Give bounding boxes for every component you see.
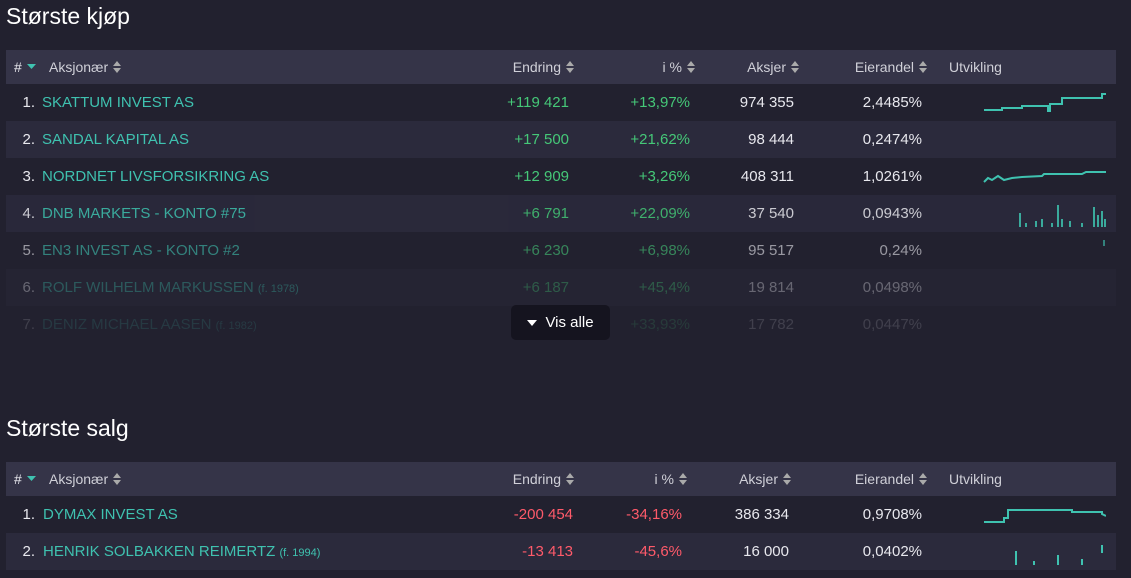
shareholder-link[interactable]: NORDNET LIVSFORSIKRING AS xyxy=(42,168,270,185)
sort-arrows-icon xyxy=(791,61,799,73)
shareholder-link[interactable]: EN3 INVEST AS - KONTO #2 xyxy=(42,242,240,259)
sort-down-icon xyxy=(26,476,36,482)
sort-arrows-icon xyxy=(113,61,122,73)
shareholder-link[interactable]: DNB MARKETS - KONTO #75 xyxy=(42,205,246,222)
trend-sparkline xyxy=(922,496,1116,533)
header-shares[interactable]: Aksjer xyxy=(697,59,801,75)
sales-table: # Aksjonær Endring i % Aksjer Eierandel … xyxy=(6,462,1116,570)
sort-arrows-icon xyxy=(783,473,791,485)
table-row[interactable]: 4. DNB MARKETS - KONTO #75 +6 791 +22,09… xyxy=(6,195,1116,232)
table-row[interactable]: 3. NORDNET LIVSFORSIKRING AS +12 909 +3,… xyxy=(6,158,1116,195)
header-pct[interactable]: i % xyxy=(576,471,689,487)
trend-sparkline xyxy=(922,533,1116,570)
shareholder-link[interactable]: SKATTUM INVEST AS xyxy=(42,94,194,111)
sales-table-header: # Aksjonær Endring i % Aksjer Eierandel … xyxy=(6,462,1116,496)
shareholder-link[interactable]: HENRIK SOLBAKKEN REIMERTZ (f. 1994) xyxy=(43,543,321,560)
trend-sparkline xyxy=(922,195,1116,232)
trend-sparkline xyxy=(922,84,1116,121)
table-row[interactable]: 1. DYMAX INVEST AS -200 454 -34,16% 386 … xyxy=(6,496,1116,533)
trend-sparkline xyxy=(922,121,1116,158)
header-trend: Utvikling xyxy=(949,471,1002,487)
trend-sparkline xyxy=(922,158,1116,195)
header-pct[interactable]: i % xyxy=(576,59,697,75)
sales-title: Største salg xyxy=(6,415,129,441)
sort-arrows-icon xyxy=(687,61,695,73)
sort-arrows-icon xyxy=(566,61,574,73)
sort-arrows-icon xyxy=(113,473,122,485)
buys-title: Største kjøp xyxy=(6,3,130,29)
header-change[interactable]: Endring xyxy=(449,59,576,75)
header-ownership[interactable]: Eierandel xyxy=(801,59,929,75)
header-name[interactable]: Aksjonær xyxy=(49,59,449,75)
caret-down-icon xyxy=(527,319,538,326)
table-row[interactable]: 1. SKATTUM INVEST AS +119 421 +13,97% 97… xyxy=(6,84,1116,121)
sort-arrows-icon xyxy=(919,61,927,73)
sort-down-icon xyxy=(26,64,36,70)
header-num[interactable]: # xyxy=(6,59,49,75)
buys-table-header: # Aksjonær Endring i % Aksjer Eierandel … xyxy=(6,50,1116,84)
buys-table: # Aksjonær Endring i % Aksjer Eierandel … xyxy=(6,50,1116,343)
table-row[interactable]: 2. HENRIK SOLBAKKEN REIMERTZ (f. 1994) -… xyxy=(6,533,1116,570)
sort-arrows-icon xyxy=(919,473,927,485)
shareholder-link[interactable]: ROLF WILHELM MARKUSSEN (f. 1978) xyxy=(42,279,299,296)
shareholder-link[interactable]: DYMAX INVEST AS xyxy=(43,506,178,523)
sort-arrows-icon xyxy=(566,473,574,485)
header-num[interactable]: # xyxy=(6,471,49,487)
header-ownership[interactable]: Eierandel xyxy=(793,471,929,487)
show-all-button[interactable]: Vis alle xyxy=(511,305,610,340)
shareholder-link[interactable]: SANDAL KAPITAL AS xyxy=(42,131,190,148)
table-row[interactable]: 2. SANDAL KAPITAL AS +17 500 +21,62% 98 … xyxy=(6,121,1116,158)
table-row[interactable]: 5. EN3 INVEST AS - KONTO #2 +6 230 +6,98… xyxy=(6,232,1116,269)
table-row[interactable]: 6. ROLF WILHELM MARKUSSEN (f. 1978) +6 1… xyxy=(6,269,1116,306)
shareholder-link[interactable]: DENIZ MICHAEL AASEN (f. 1982) xyxy=(42,316,257,333)
header-shares[interactable]: Aksjer xyxy=(689,471,793,487)
header-name[interactable]: Aksjonær xyxy=(49,471,449,487)
header-change[interactable]: Endring xyxy=(449,471,576,487)
header-trend: Utvikling xyxy=(949,59,1002,75)
sort-arrows-icon xyxy=(679,473,687,485)
trend-sparkline xyxy=(922,232,1116,269)
